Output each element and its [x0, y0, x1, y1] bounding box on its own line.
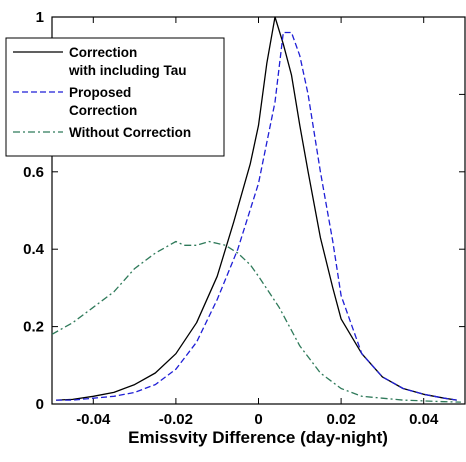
series-line-1	[56, 16, 457, 401]
legend-label: Correction	[69, 45, 137, 60]
x-tick-label: -0.04	[76, 411, 111, 428]
y-tick-label: 1	[36, 9, 44, 26]
legend-label: Correction	[69, 103, 137, 118]
series-line-3	[51, 240, 461, 403]
y-tick-label: 0.6	[23, 164, 44, 181]
x-tick-label: -0.02	[159, 411, 193, 428]
legend-label: Without Correction	[69, 125, 191, 140]
x-tick-label: 0.04	[409, 411, 439, 428]
series-layer	[51, 16, 461, 403]
legend-box	[5, 37, 225, 157]
y-tick-label: 0.4	[23, 241, 45, 258]
x-axis-label: Emissvity Difference (day-night)	[128, 428, 388, 447]
ticks-layer: -0.04 -0.02 0 0.02 0.04 0 0.2 0.4 0.6 1	[23, 9, 465, 428]
legend-label: Proposed	[69, 85, 131, 100]
x-tick-label: 0	[254, 411, 262, 428]
y-tick-label: 0.2	[23, 319, 44, 336]
x-tick-label: 0.02	[326, 411, 355, 428]
legend: Correction with including Tau Proposed Corr…	[5, 37, 225, 157]
legend-label: with including Tau	[68, 63, 187, 78]
y-tick-label: 0	[36, 396, 44, 413]
